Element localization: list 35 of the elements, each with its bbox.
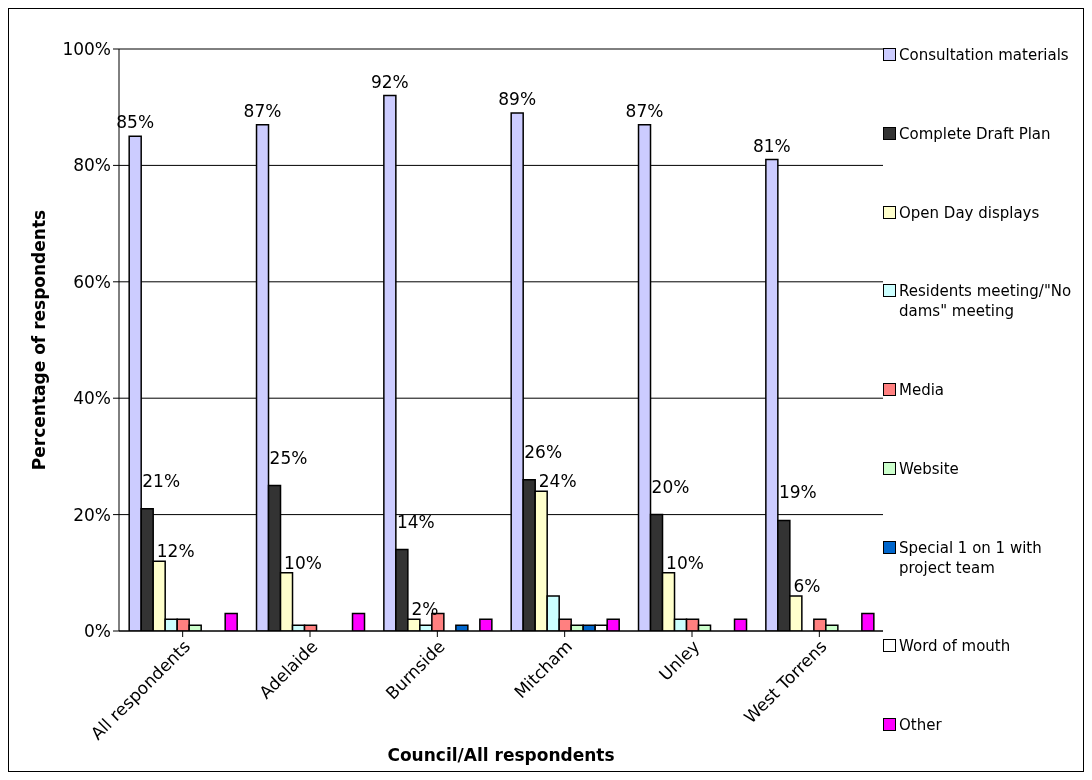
data-label: 12% [156, 541, 195, 562]
legend-label: Open Day displays [899, 202, 1040, 223]
legend-label: Residents meeting/"No dams" meeting [899, 281, 1073, 322]
y-tick-label: 0% [84, 621, 111, 642]
y-tick-label: 100% [62, 39, 111, 60]
legend-label: Consultation materials [899, 45, 1069, 65]
data-label: 6% [793, 576, 821, 597]
y-tick-label: 60% [73, 271, 111, 292]
data-label: 21% [142, 470, 181, 491]
data-label: 92% [370, 71, 409, 92]
data-label: 87% [243, 100, 282, 121]
data-label: 24% [538, 471, 577, 492]
data-label: 25% [269, 447, 308, 468]
data-label: 10% [666, 552, 704, 573]
x-axis-title: Council/All respondents [387, 745, 615, 765]
y-tick-label: 40% [73, 388, 111, 409]
y-tick-label: 80% [73, 155, 111, 176]
legend-label: Word of mouth [899, 636, 1011, 657]
data-label: 85% [116, 112, 155, 133]
data-label: 20% [651, 476, 690, 497]
legend-label: Special 1 on 1 with project team [899, 537, 1043, 578]
y-tick-label: 20% [73, 504, 111, 525]
y-axis-title: Percentage of respondents [29, 209, 50, 471]
data-label: 19% [778, 482, 817, 503]
legend-label: Complete Draft Plan [899, 123, 1051, 144]
legend-label: Media [899, 380, 945, 400]
data-label: 2% [411, 599, 439, 620]
data-label: 26% [524, 441, 563, 462]
legend-label: Website [899, 458, 959, 479]
data-label: 14% [396, 511, 435, 532]
data-label: 87% [625, 100, 664, 121]
data-label: 10% [284, 552, 322, 573]
data-label: 81% [752, 135, 791, 156]
legend-label: Other [899, 715, 942, 735]
data-label: 89% [498, 89, 537, 110]
